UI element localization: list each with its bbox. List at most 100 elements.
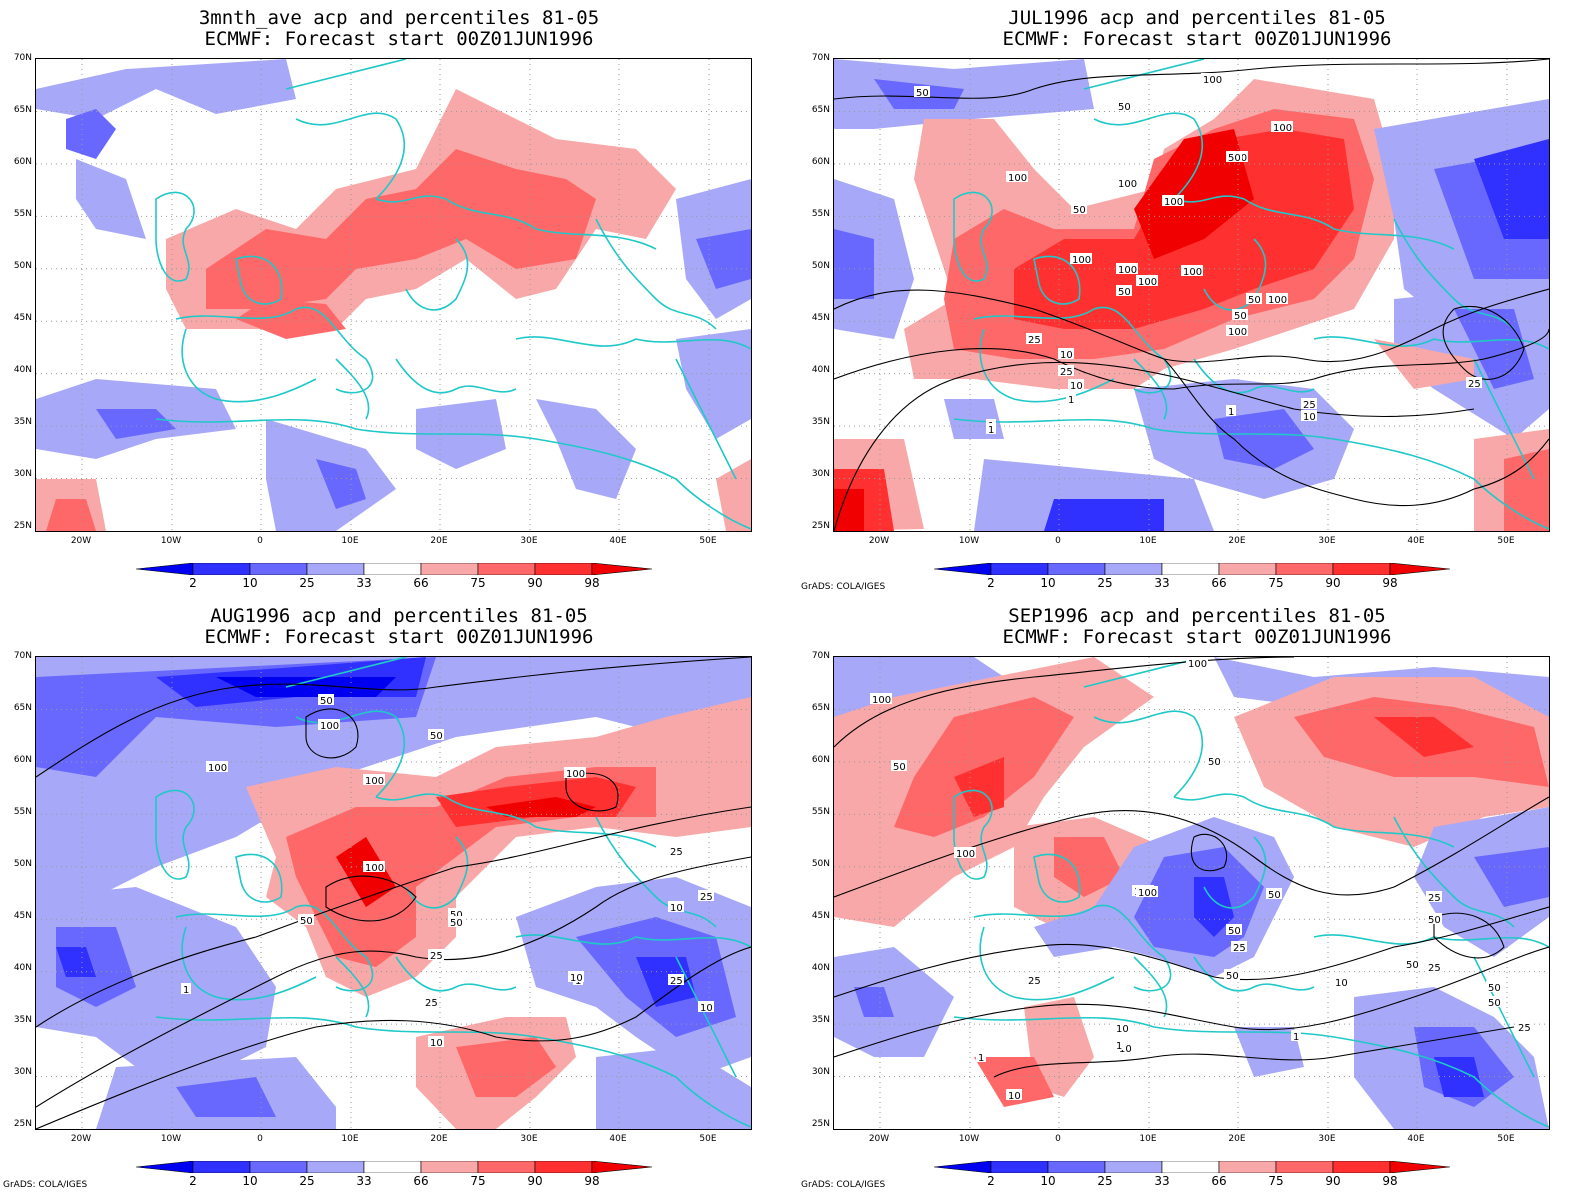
coastline xyxy=(175,306,374,394)
credit-text: GrADS: COLA/IGES xyxy=(3,1180,88,1190)
map-plot: 5010050100100100100505025251011025101255… xyxy=(35,656,752,1130)
svg-text:10: 10 xyxy=(1303,412,1316,423)
colorbar-label: 33 xyxy=(1154,576,1170,590)
contour-label: 50 xyxy=(1116,100,1132,113)
contour-label: 50 xyxy=(1246,293,1262,306)
svg-text:50: 50 xyxy=(300,916,313,927)
coastline xyxy=(1473,358,1535,480)
lat-tick-label: 45N xyxy=(811,313,830,323)
lon-tick-label: 20E xyxy=(430,1134,448,1144)
contour-line xyxy=(1190,833,1228,872)
lon-tick-label: 10W xyxy=(160,536,182,546)
lat-tick-label: 25N xyxy=(13,1119,32,1129)
svg-text:25: 25 xyxy=(430,951,443,962)
percentile-field xyxy=(596,1047,751,1129)
contour-label: 50 xyxy=(1224,969,1240,982)
colorbar-segment xyxy=(306,563,365,575)
percentile-field xyxy=(834,489,864,531)
contour-label: 1 xyxy=(1114,1039,1124,1052)
contour-label: 100 xyxy=(1201,73,1223,86)
colorbar-segment xyxy=(306,1161,365,1173)
svg-text:100: 100 xyxy=(1203,75,1222,86)
colorbar-segment xyxy=(990,1161,1049,1173)
svg-text:100: 100 xyxy=(365,863,384,874)
contour-label: 1 xyxy=(181,983,191,996)
coastline xyxy=(155,1016,751,1128)
percentile-field xyxy=(854,987,894,1017)
svg-text:50: 50 xyxy=(1118,102,1131,113)
percentile-field xyxy=(176,1077,276,1117)
lon-tick-label: 20W xyxy=(70,1134,92,1144)
contour-label: 100 xyxy=(870,693,892,706)
colorbar: 2 10 25 33 66 75 90 98 xyxy=(934,563,1450,593)
percentile-field xyxy=(36,657,751,917)
contour-label: 50 xyxy=(1232,309,1248,322)
lon-tick-label: 30E xyxy=(1318,536,1336,546)
svg-text:25: 25 xyxy=(1428,963,1441,974)
lon-tick-label: 50E xyxy=(699,1134,717,1144)
contour-label: 25 xyxy=(1426,891,1442,904)
coastline xyxy=(1173,793,1455,848)
contour-label: 100 xyxy=(1226,325,1248,338)
lon-tick-label: 40E xyxy=(1407,1134,1425,1144)
percentile-field xyxy=(676,329,751,439)
contour-label: 100 xyxy=(1266,293,1288,306)
contour-label: 50 xyxy=(428,729,444,742)
contour-label: 50 xyxy=(448,916,464,929)
svg-text:10: 10 xyxy=(430,1038,443,1049)
lat-tick-label: 65N xyxy=(13,703,32,713)
panel-subtitle: ECMWF: Forecast start 00Z01JUN1996 xyxy=(1002,626,1392,648)
contour-line xyxy=(325,875,417,922)
svg-text:50: 50 xyxy=(430,731,443,742)
svg-text:100: 100 xyxy=(1273,123,1292,134)
lat-tick-label: 45N xyxy=(13,313,32,323)
coastline xyxy=(335,956,517,1018)
svg-text:10: 10 xyxy=(1008,1091,1021,1102)
coastline xyxy=(675,956,737,1078)
coastline xyxy=(155,191,195,282)
contour-line xyxy=(834,288,1549,363)
lat-tick-label: 25N xyxy=(811,521,830,531)
contour-label: 100 xyxy=(1116,177,1138,190)
lat-tick-label: 55N xyxy=(13,807,32,817)
colorbar-segment xyxy=(1218,563,1277,575)
svg-text:100: 100 xyxy=(1183,267,1202,278)
percentile-field xyxy=(486,797,596,817)
svg-text:25: 25 xyxy=(670,847,683,858)
contour-label: 100 xyxy=(954,847,976,860)
colorbar-segment xyxy=(990,563,1049,575)
svg-text:100: 100 xyxy=(1118,179,1137,190)
lon-tick-label: 20E xyxy=(1228,1134,1246,1144)
percentile-field xyxy=(36,59,296,119)
contour-label: 10 xyxy=(1114,1022,1130,1035)
colorbar-label: 66 xyxy=(413,1174,429,1188)
lon-tick-label: 20W xyxy=(868,536,890,546)
lon-tick-label: 30E xyxy=(520,536,538,546)
lon-tick-label: 30E xyxy=(520,1134,538,1144)
colorbar-segment xyxy=(591,1161,652,1173)
contour-line xyxy=(1433,912,1505,959)
percentile-field xyxy=(456,1037,556,1097)
contour-line xyxy=(36,856,751,1108)
contour-label: 25 xyxy=(668,974,684,987)
lon-tick-label: 50E xyxy=(1497,1134,1515,1144)
coastline xyxy=(515,934,751,948)
lat-tick-label: 35N xyxy=(811,417,830,427)
svg-text:25: 25 xyxy=(1060,367,1073,378)
colorbar-segment xyxy=(1389,1161,1450,1173)
contour-line xyxy=(834,328,1549,390)
lon-tick-label: 10E xyxy=(341,1134,359,1144)
contour-label: 50 xyxy=(1426,913,1442,926)
contour-label: 25 xyxy=(668,845,684,858)
coastline xyxy=(953,1016,1549,1128)
percentile-field xyxy=(1474,847,1549,907)
svg-text:10: 10 xyxy=(1070,381,1083,392)
lat-tick-label: 45N xyxy=(13,911,32,921)
svg-text:50: 50 xyxy=(450,918,463,929)
percentile-field xyxy=(716,459,751,531)
panel-subtitle: ECMWF: Forecast start 00Z01JUN1996 xyxy=(1002,28,1392,50)
panel-subtitle: ECMWF: Forecast start 00Z01JUN1996 xyxy=(204,626,594,648)
map-canvas: 5010050100100100100505025251011025101255… xyxy=(36,657,751,1129)
svg-text:100: 100 xyxy=(1138,277,1157,288)
contour-label: 100 xyxy=(1116,263,1138,276)
